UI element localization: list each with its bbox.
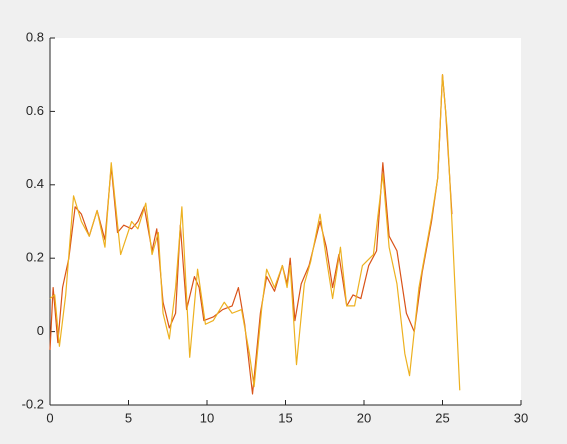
x-tick-label: 30 [514, 410, 528, 425]
x-tick-label: 20 [357, 410, 371, 425]
x-tick-label: 0 [46, 410, 53, 425]
data-line [49, 74, 461, 391]
y-tick-label: 0.6 [26, 103, 44, 118]
x-tick-label: 10 [200, 410, 214, 425]
y-tick-label: 0.8 [26, 29, 44, 44]
x-tick-label: 25 [435, 410, 449, 425]
x-tick-label: 5 [125, 410, 132, 425]
x-tick-label: 15 [278, 410, 292, 425]
y-tick-label: 0 [37, 323, 44, 338]
plot-area [50, 38, 521, 405]
y-tick-label: 0.2 [26, 250, 44, 265]
y-tick-label: -0.2 [22, 396, 44, 411]
y-tick-label: 0.4 [26, 176, 44, 191]
